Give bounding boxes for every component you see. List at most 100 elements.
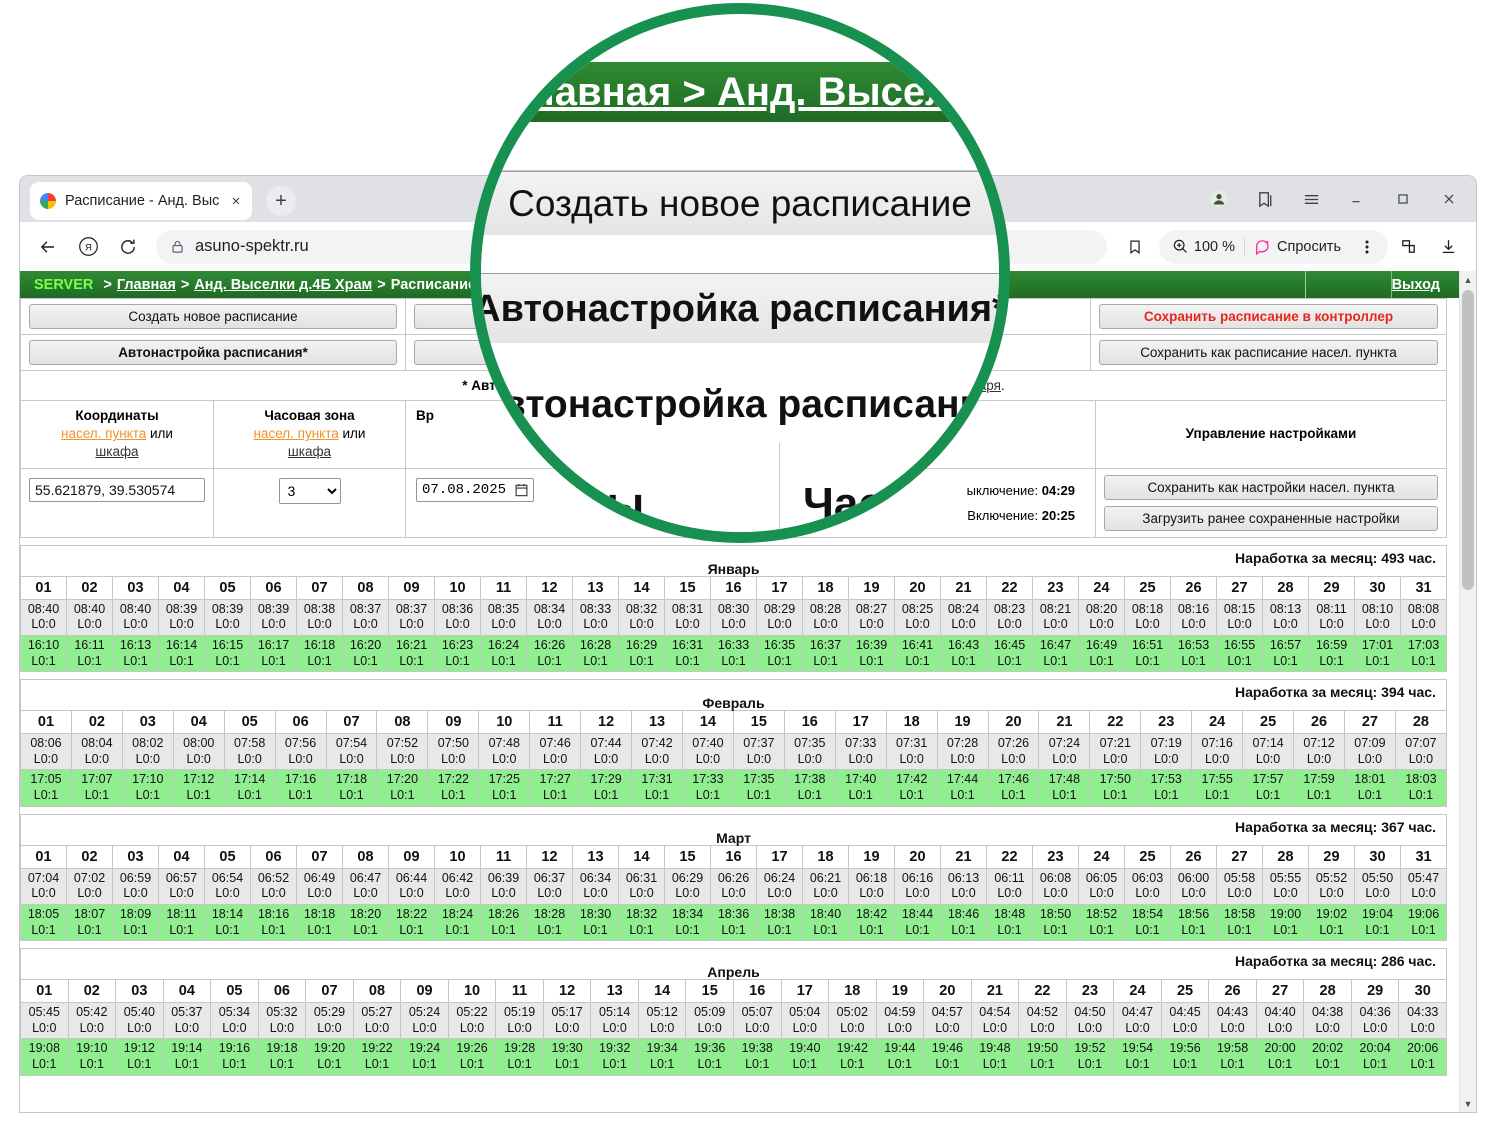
on-time-cell[interactable]: 19:24 L0:1 [400,1038,449,1076]
off-time-cell[interactable]: 05:02 L0:0 [828,1002,877,1040]
on-time-cell[interactable]: 16:17 L0:1 [250,634,297,673]
on-time-cell[interactable]: 16:37 L0:1 [802,634,849,673]
maximize-icon[interactable] [1380,176,1426,222]
on-time-cell[interactable]: 19:44 L0:1 [875,1038,925,1076]
off-time-cell[interactable]: 08:35 L0:0 [480,598,527,636]
on-time-cell[interactable]: 19:12 L0:1 [115,1038,164,1076]
off-time-cell[interactable]: 08:40 L0:0 [112,598,159,636]
off-time-cell[interactable]: 08:23 L0:0 [986,598,1033,636]
off-time-cell[interactable]: 08:11 L0:0 [1308,598,1355,636]
off-time-cell[interactable]: 05:37 L0:0 [162,1002,212,1040]
breadcrumb-home[interactable]: Главная [116,276,176,293]
off-time-cell[interactable]: 05:50 L0:0 [1354,867,1401,905]
on-time-cell[interactable]: 18:18 L0:1 [296,903,343,942]
on-time-cell[interactable]: 18:03 L0:1 [1394,769,1447,807]
off-time-cell[interactable]: 06:59 L0:0 [112,867,159,905]
on-time-cell[interactable]: 16:49 L0:1 [1078,634,1125,673]
off-time-cell[interactable]: 07:16 L0:0 [1191,733,1244,771]
on-time-cell[interactable]: 16:39 L0:1 [848,634,895,673]
off-time-cell[interactable]: 04:52 L0:0 [1018,1002,1067,1040]
off-time-cell[interactable]: 05:19 L0:0 [495,1002,544,1040]
off-time-cell[interactable]: 08:30 L0:0 [710,598,757,636]
on-time-cell[interactable]: 19:42 L0:1 [828,1038,877,1076]
on-time-cell[interactable]: 16:51 L0:1 [1124,634,1171,673]
off-time-cell[interactable]: 05:09 L0:0 [685,1002,734,1040]
on-time-cell[interactable]: 16:47 L0:1 [1032,634,1079,673]
scrollbar-thumb[interactable] [1462,290,1474,590]
on-time-cell[interactable]: 16:26 L0:1 [526,634,573,673]
off-time-cell[interactable]: 05:17 L0:0 [542,1002,592,1040]
page-scrollbar[interactable]: ▲ ▼ [1459,271,1476,1112]
on-time-cell[interactable]: 18:46 L0:1 [940,903,987,942]
on-time-cell[interactable]: 17:14 L0:1 [223,769,276,807]
on-time-cell[interactable]: 19:28 L0:1 [495,1038,544,1076]
off-time-cell[interactable]: 07:26 L0:0 [987,733,1040,771]
off-time-cell[interactable]: 04:50 L0:0 [1065,1002,1115,1040]
on-time-cell[interactable]: 18:56 L0:1 [1170,903,1217,942]
on-time-cell[interactable]: 18:54 L0:1 [1124,903,1171,942]
off-time-cell[interactable]: 07:14 L0:0 [1242,733,1295,771]
off-time-cell[interactable]: 08:04 L0:0 [70,733,123,771]
off-time-cell[interactable]: 08:38 L0:0 [296,598,343,636]
on-time-cell[interactable]: 17:27 L0:1 [529,769,582,807]
off-time-cell[interactable]: 08:39 L0:0 [204,598,251,636]
on-time-cell[interactable]: 17:03 L0:1 [1399,634,1448,673]
off-time-cell[interactable]: 06:47 L0:0 [342,867,389,905]
coords-cabinet-link[interactable]: шкафа [95,444,139,460]
off-time-cell[interactable]: 06:26 L0:0 [710,867,757,905]
new-tab-button[interactable]: + [266,186,296,216]
on-time-cell[interactable]: 17:12 L0:1 [172,769,225,807]
off-time-cell[interactable]: 07:07 L0:0 [1394,733,1447,771]
on-time-cell[interactable]: 16:21 L0:1 [388,634,435,673]
on-time-cell[interactable]: 16:13 L0:1 [112,634,159,673]
off-time-cell[interactable]: 06:03 L0:0 [1124,867,1171,905]
off-time-cell[interactable]: 07:02 L0:0 [66,867,113,905]
tz-settlement-link[interactable]: насел. пункта [253,426,339,442]
off-time-cell[interactable]: 05:04 L0:0 [780,1002,830,1040]
off-time-cell[interactable]: 07:46 L0:0 [529,733,582,771]
off-time-cell[interactable]: 08:34 L0:0 [526,598,573,636]
on-time-cell[interactable]: 18:58 L0:1 [1216,903,1263,942]
off-time-cell[interactable]: 06:54 L0:0 [204,867,251,905]
on-time-cell[interactable]: 18:52 L0:1 [1078,903,1125,942]
on-time-cell[interactable]: 16:29 L0:1 [618,634,665,673]
on-time-cell[interactable]: 17:16 L0:1 [274,769,327,807]
on-time-cell[interactable]: 19:20 L0:1 [305,1038,354,1076]
off-time-cell[interactable]: 07:44 L0:0 [580,733,633,771]
on-time-cell[interactable]: 17:35 L0:1 [732,769,785,807]
on-time-cell[interactable]: 17:48 L0:1 [1038,769,1091,807]
off-time-cell[interactable]: 07:58 L0:0 [223,733,276,771]
on-time-cell[interactable]: 19:56 L0:1 [1160,1038,1210,1076]
on-time-cell[interactable]: 18:30 L0:1 [572,903,619,942]
off-time-cell[interactable]: 04:43 L0:0 [1208,1002,1257,1040]
off-time-cell[interactable]: 08:02 L0:0 [121,733,174,771]
on-time-cell[interactable]: 19:22 L0:1 [352,1038,402,1076]
on-time-cell[interactable]: 19:34 L0:1 [637,1038,687,1076]
profile-avatar-icon[interactable] [1196,176,1242,222]
off-time-cell[interactable]: 06:29 L0:0 [664,867,711,905]
off-time-cell[interactable]: 08:27 L0:0 [848,598,895,636]
on-time-cell[interactable]: 19:36 L0:1 [685,1038,734,1076]
off-time-cell[interactable]: 06:11 L0:0 [986,867,1033,905]
off-time-cell[interactable]: 04:33 L0:0 [1398,1002,1447,1040]
off-time-cell[interactable]: 05:24 L0:0 [400,1002,449,1040]
logout-link[interactable]: Выход [1391,276,1440,293]
bookmark-icon[interactable] [1115,229,1155,265]
off-time-cell[interactable]: 05:32 L0:0 [257,1002,307,1040]
off-time-cell[interactable]: 07:31 L0:0 [885,733,938,771]
off-time-cell[interactable]: 07:19 L0:0 [1140,733,1193,771]
close-icon[interactable] [1426,176,1472,222]
off-time-cell[interactable]: 08:15 L0:0 [1216,598,1263,636]
tz-cabinet-link[interactable]: шкафа [287,444,332,460]
browser-tab[interactable]: Расписание - Анд. Выс × [30,182,252,220]
on-time-cell[interactable]: 18:48 L0:1 [986,903,1033,942]
on-time-cell[interactable]: 20:02 L0:1 [1303,1038,1352,1076]
on-time-cell[interactable]: 17:50 L0:1 [1089,769,1142,807]
on-time-cell[interactable]: 18:24 L0:1 [434,903,481,942]
collections-icon[interactable] [1242,176,1288,222]
on-time-cell[interactable]: 19:32 L0:1 [590,1038,639,1076]
off-time-cell[interactable]: 04:54 L0:0 [970,1002,1020,1040]
off-time-cell[interactable]: 04:45 L0:0 [1160,1002,1210,1040]
on-time-cell[interactable]: 16:18 L0:1 [296,634,343,673]
off-time-cell[interactable]: 07:35 L0:0 [783,733,836,771]
